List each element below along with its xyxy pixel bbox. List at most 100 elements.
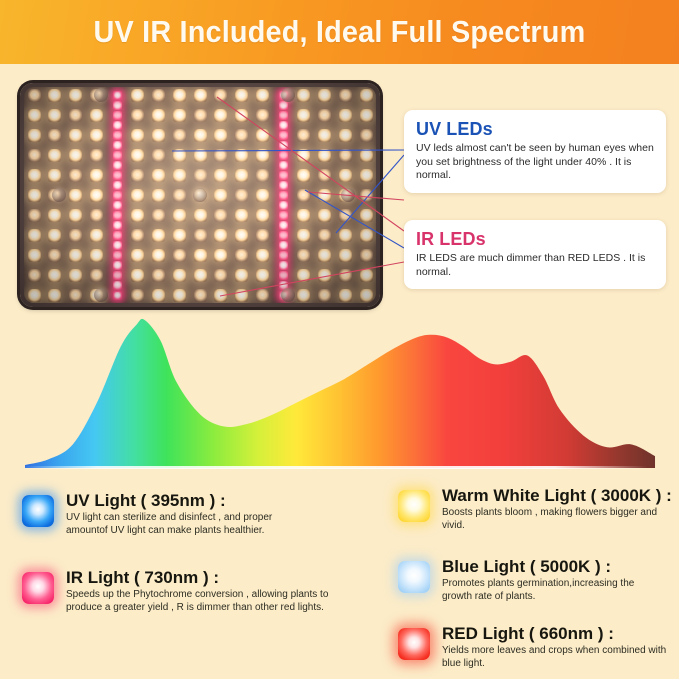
legend-desc-red-light: Yields more leaves and crops when combin… [442,645,667,669]
led-dot [235,168,248,182]
led-dot [214,88,228,102]
legend-desc-blue-light: Promotes plants germination,increasing t… [442,578,635,602]
led-dot [131,268,145,282]
led-dot [235,268,248,282]
led-dot [297,108,311,122]
callout-title-uv: UV LEDs [416,119,493,139]
led-dot-pink [112,280,122,290]
uv-led-dot [113,91,121,99]
led-dot [131,148,145,162]
led-dot [278,210,288,220]
led-dot [318,168,331,182]
led-dot [172,168,186,182]
led-dot [214,248,228,262]
legend-title-warm-white-light: Warm White Light ( 3000K ) : [442,486,672,505]
led-dot [69,108,82,122]
led-dot [359,268,373,282]
led-dot-pink [112,200,122,210]
led-dot [359,188,373,202]
legend-section: UV Light ( 395nm ) : UV light can steril… [0,486,679,679]
led-dot-pink [112,180,122,190]
page-title: UV IR Included, Ideal Full Spectrum [93,14,586,49]
led-dot [48,288,62,302]
legend-title-red-light: RED Light ( 660nm ) : [442,624,614,643]
led-dot-pink [112,220,122,230]
led-dot [172,268,186,282]
led-dot [152,228,165,242]
led-dot [278,130,288,140]
led-dot [318,128,331,142]
led-dot [359,108,373,122]
led-dot [152,268,165,282]
led-dot [297,148,311,162]
led-dot [318,248,331,262]
led-dot [131,88,145,102]
led-dot [69,88,82,102]
led-dot [318,148,331,162]
led-dot [359,148,373,162]
led-dot [193,128,207,142]
led-dot [131,168,145,182]
led-dot [193,228,207,242]
led-dot [48,148,62,162]
led-dot [193,248,207,262]
led-dot [338,148,352,162]
led-dot [193,108,207,122]
led-dot-pink [278,100,288,110]
led-dot [278,170,288,180]
led-dot [297,228,311,242]
led-dot [297,188,311,202]
legend-item-blue-light: Blue Light ( 5000K ) : Promotes plants g… [398,557,670,603]
led-dot [214,148,228,162]
led-dot [152,108,165,122]
panel-screw [94,288,109,303]
header-banner: UV IR Included, Ideal Full Spectrum [0,0,679,64]
led-dot [235,188,248,202]
led-dot [89,268,103,282]
led-dot [193,168,207,182]
legend-item-warm-white-light: Warm White Light ( 3000K ) : Boosts plan… [398,486,672,532]
led-dot [214,288,228,302]
led-dot [214,128,228,142]
led-dot [235,288,248,302]
led-dot [27,88,41,102]
led-panel-photo [20,83,380,307]
led-panel-body [20,83,380,307]
led-dot [27,208,41,222]
led-dot [297,248,311,262]
led-dot [48,128,62,142]
led-dot [297,208,311,222]
led-dot [89,208,103,222]
led-dot [278,110,288,120]
led-dot [27,228,41,242]
ir-light-swatch-icon [22,572,54,604]
led-dot [27,108,41,122]
red-light-swatch-icon [398,628,430,660]
led-dot [112,130,122,140]
led-dot [131,108,145,122]
led-dot [152,188,165,202]
led-dot [112,210,122,220]
led-dot [89,108,103,122]
led-dot [152,248,165,262]
led-dot [255,88,269,102]
spectrum-curve-chart [25,318,656,468]
led-dot [69,208,82,222]
led-dot [338,128,352,142]
led-dot [255,148,269,162]
led-dot [69,268,82,282]
legend-desc-ir-light: Speeds up the Phytochrome conversion , a… [66,589,329,613]
led-dot [89,188,103,202]
led-dot [89,148,103,162]
led-dot [278,250,288,260]
led-dot [255,168,269,182]
led-dot [297,288,311,302]
led-dot [297,268,311,282]
led-dot [69,128,82,142]
panel-screw [94,87,109,102]
led-dot [359,168,373,182]
panel-screw [281,87,295,102]
led-dot [69,228,82,242]
led-dot [193,208,207,222]
led-dot [152,208,165,222]
